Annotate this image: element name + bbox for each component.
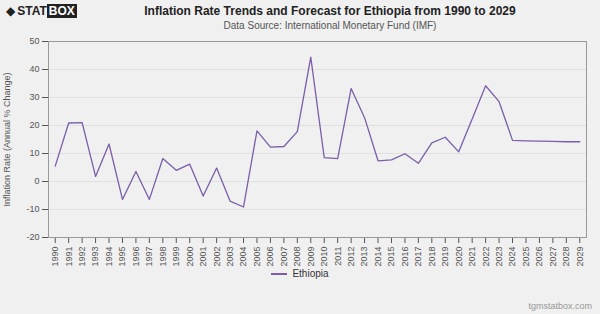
svg-text:2018: 2018 [427,247,437,267]
svg-text:1992: 1992 [77,247,87,267]
svg-text:2029: 2029 [575,247,585,267]
svg-text:40: 40 [29,64,39,74]
svg-text:2015: 2015 [386,247,396,267]
svg-text:1993: 1993 [90,247,100,267]
svg-text:2007: 2007 [279,247,289,267]
svg-text:20: 20 [29,120,39,130]
svg-text:1991: 1991 [64,247,74,267]
svg-text:2021: 2021 [467,247,477,267]
html-text:◆ STAT BOX: ◆ STAT BOX [6,4,75,18]
svg-text:2025: 2025 [521,247,531,267]
svg-text:2024: 2024 [507,247,517,267]
svg-text:-20: -20 [26,232,39,242]
svg-text:-10: -10 [26,204,39,214]
svg-text:1996: 1996 [131,247,141,267]
svg-text:2016: 2016 [400,247,410,267]
html-text:Ethiopia: Ethiopia [292,268,329,279]
svg-text:2008: 2008 [292,247,302,267]
svg-text:2001: 2001 [198,247,208,267]
svg-text:2017: 2017 [413,247,423,267]
html-text:Data Source: International Mon: Data Source: International Monetary Fund… [223,20,437,31]
svg-text:10: 10 [29,148,39,158]
svg-text:2004: 2004 [238,247,248,267]
svg-text:2011: 2011 [333,247,343,266]
html-text:tgmstatbox.com: tgmstatbox.com [528,301,592,311]
svg-text:2020: 2020 [454,247,464,267]
svg-text:2027: 2027 [548,247,558,267]
svg-text:2006: 2006 [265,247,275,267]
svg-text:1999: 1999 [171,247,181,267]
svg-text:2003: 2003 [225,247,235,267]
svg-text:2013: 2013 [359,247,369,267]
svg-text:1997: 1997 [144,247,154,267]
svg-text:2023: 2023 [494,247,504,267]
svg-text:2022: 2022 [481,247,491,267]
svg-text:Inflation Rate (Annual % Chang: Inflation Rate (Annual % Change) [2,72,12,206]
svg-text:2005: 2005 [252,247,262,267]
svg-text:1995: 1995 [117,247,127,267]
html-text:Inflation Rate Trends and Fore: Inflation Rate Trends and Forecast for E… [144,4,516,18]
svg-text:2009: 2009 [306,247,316,267]
svg-text:2002: 2002 [212,247,222,267]
svg-text:2019: 2019 [440,247,450,267]
svg-text:1990: 1990 [50,247,60,267]
svg-text:0: 0 [34,176,39,186]
svg-text:30: 30 [29,92,39,102]
svg-text:2010: 2010 [319,247,329,267]
svg-text:2000: 2000 [185,247,195,267]
svg-text:2014: 2014 [373,247,383,267]
svg-text:2028: 2028 [561,247,571,267]
svg-text:2026: 2026 [534,247,544,267]
svg-text:50: 50 [29,36,39,46]
svg-text:1998: 1998 [158,247,168,267]
svg-text:2012: 2012 [346,247,356,267]
svg-text:1994: 1994 [104,247,114,267]
